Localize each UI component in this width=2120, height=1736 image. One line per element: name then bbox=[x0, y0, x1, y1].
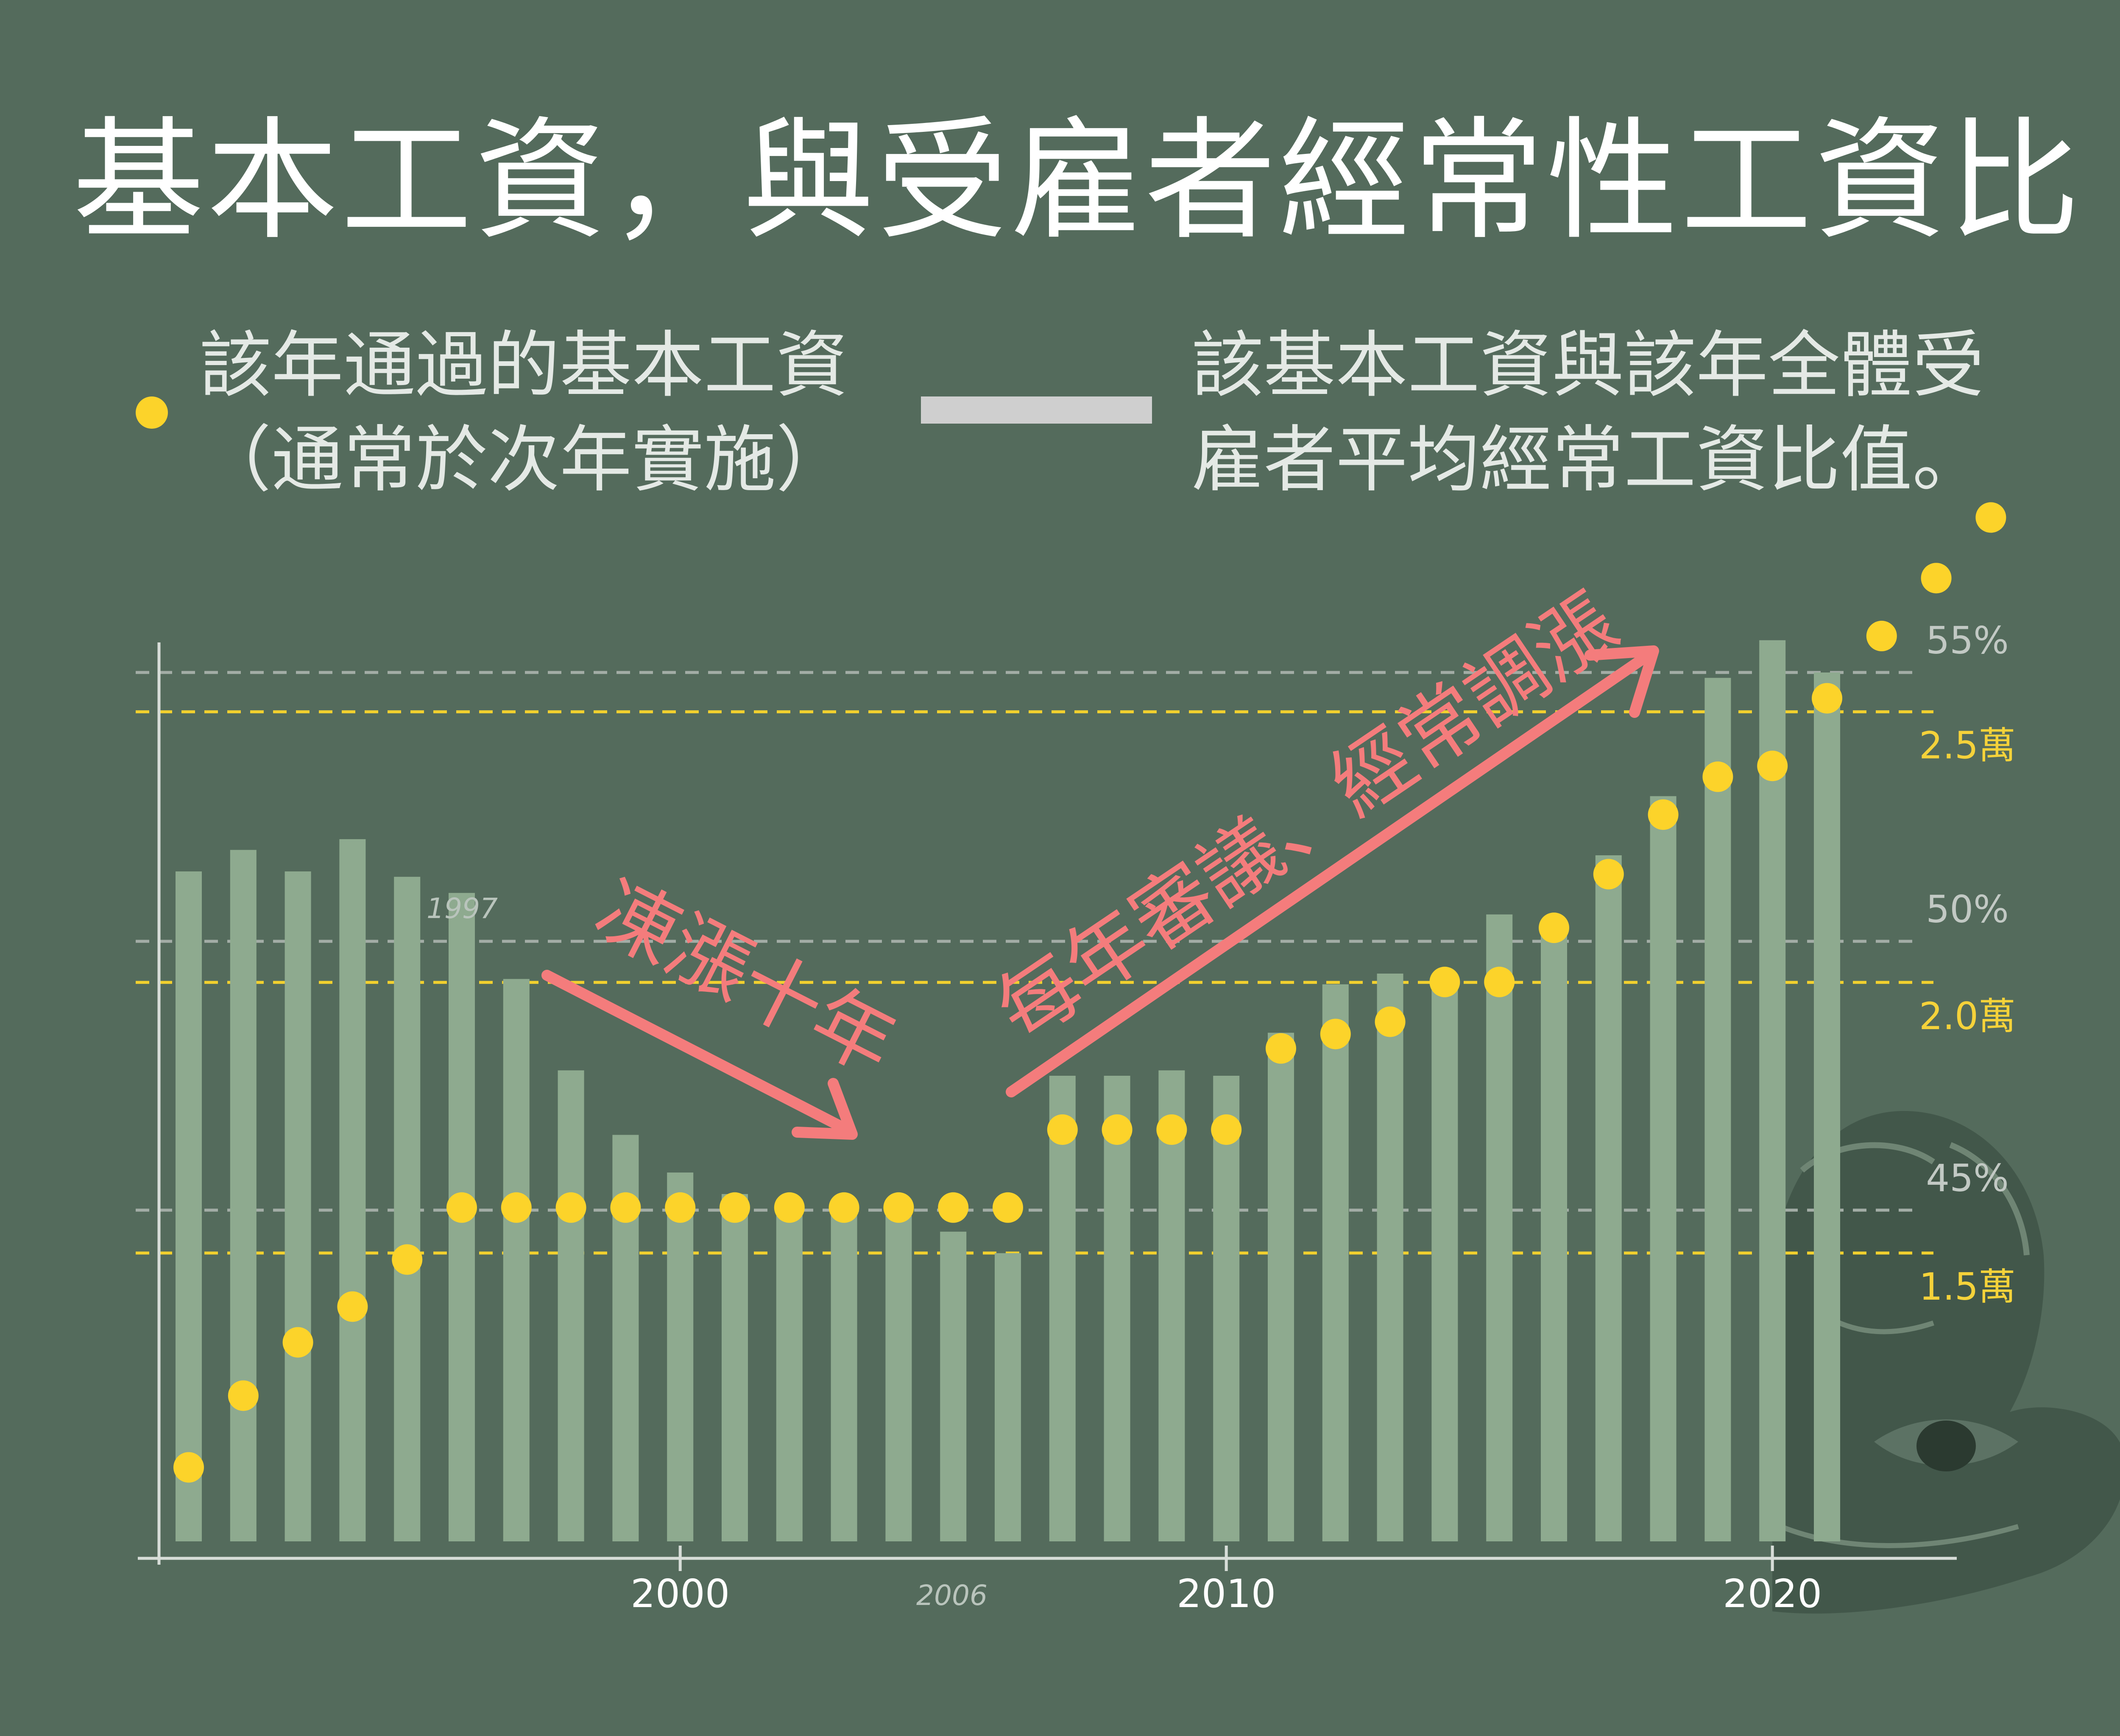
legend-bar-marker bbox=[921, 396, 1152, 424]
freeze-annotation-label: 凍漲十年 bbox=[581, 862, 911, 1092]
x-tick-label: 2010 bbox=[1177, 1571, 1276, 1616]
wage-dot bbox=[665, 1192, 696, 1223]
raise-annotation-label: 每年審議、經常調漲 bbox=[980, 576, 1634, 1059]
wage-dot bbox=[1429, 966, 1460, 997]
wage-dot bbox=[1484, 966, 1515, 997]
wage-dot bbox=[993, 1192, 1023, 1223]
raise-arrow-shaft bbox=[1006, 652, 1651, 1097]
ratio-bar bbox=[230, 850, 257, 1541]
ratio-bar bbox=[1595, 855, 1622, 1541]
legend-bar-label-line2: 雇者平均經常工資比值。 bbox=[1191, 418, 1985, 502]
wage-grid-label: 2.0萬 bbox=[1919, 994, 2016, 1038]
legend-bar-label-line1: 該基本工資與該年全體受 bbox=[1191, 324, 1985, 407]
ratio-bar bbox=[995, 1253, 1021, 1541]
ratio-bar bbox=[285, 871, 311, 1541]
ratio-bar bbox=[1268, 1033, 1294, 1541]
wage-grid-label: 2.5萬 bbox=[1919, 724, 2016, 768]
ratio-bar bbox=[1650, 796, 1676, 1541]
ratio-grid-label: 55% bbox=[1926, 619, 2009, 662]
ratio-bar bbox=[1322, 984, 1349, 1541]
ratio-bar bbox=[1049, 1075, 1076, 1541]
wage-dot bbox=[555, 1192, 586, 1223]
ratio-bar bbox=[831, 1210, 857, 1541]
x-minor-tick-label: 2006 bbox=[916, 1579, 987, 1612]
freeze-arrow-shaft bbox=[541, 970, 849, 1133]
ratio-bar bbox=[1431, 984, 1458, 1541]
wage-dot bbox=[173, 1452, 204, 1483]
ratio-bar bbox=[394, 876, 421, 1541]
ratio-bar bbox=[940, 1231, 967, 1541]
x-tick-label: 2020 bbox=[1723, 1571, 1822, 1616]
ratio-bar bbox=[667, 1172, 694, 1541]
ratio-bar bbox=[1486, 914, 1513, 1541]
legend-dot-label-line2: （通常於次年實施） bbox=[199, 418, 848, 502]
wage-dot bbox=[1047, 1114, 1078, 1145]
wage-dot bbox=[228, 1380, 259, 1411]
wage-dot bbox=[392, 1244, 423, 1275]
wage-dot bbox=[1648, 799, 1679, 830]
wage-dot bbox=[938, 1192, 969, 1223]
wage-dot bbox=[1593, 859, 1624, 890]
x-tick-label: 2000 bbox=[630, 1571, 730, 1616]
wage-dot bbox=[1921, 563, 1952, 594]
wage-dot bbox=[1156, 1114, 1187, 1145]
ratio-grid-label: 45% bbox=[1926, 1156, 2009, 1200]
ratio-bar bbox=[722, 1194, 748, 1541]
ratio-bar bbox=[1104, 1075, 1130, 1541]
x-minor-tick-label: 1997 bbox=[427, 892, 498, 925]
wage-dot bbox=[720, 1192, 750, 1223]
ratio-bar bbox=[1704, 678, 1731, 1541]
ratio-bar bbox=[885, 1215, 912, 1541]
ratio-bar bbox=[1759, 640, 1786, 1541]
chart-title: 基本工資，與受雇者經常性工資比 bbox=[73, 105, 2083, 258]
wage-dot bbox=[337, 1291, 368, 1322]
ratio-bar bbox=[1541, 925, 1567, 1541]
legend-dot-label-line1: 該年通過的基本工資 bbox=[199, 324, 848, 407]
wage-dot bbox=[1211, 1114, 1242, 1145]
freeze-arrow-head bbox=[792, 1078, 858, 1140]
wage-dot bbox=[883, 1192, 914, 1223]
decorative-eye-illustration bbox=[1772, 1111, 2120, 1614]
wage-dot bbox=[446, 1192, 477, 1223]
ratio-bar bbox=[1213, 1075, 1240, 1541]
wage-dot bbox=[1320, 1019, 1351, 1049]
wage-dot bbox=[282, 1327, 313, 1358]
ratio-bar bbox=[176, 871, 202, 1541]
wage-dot bbox=[1102, 1114, 1133, 1145]
wage-dot bbox=[1702, 761, 1733, 792]
ratio-bar bbox=[1158, 1070, 1185, 1541]
wage-dot bbox=[610, 1192, 641, 1223]
ratio-bar bbox=[503, 979, 530, 1541]
ratio-grid-label: 50% bbox=[1926, 888, 2009, 931]
wage-dot bbox=[1866, 620, 1897, 651]
wage-dot bbox=[501, 1192, 532, 1223]
wage-dot bbox=[1539, 913, 1569, 943]
wage-dot bbox=[774, 1192, 805, 1223]
wage-dot bbox=[1975, 502, 2006, 533]
ratio-bar bbox=[1814, 672, 1840, 1541]
ratio-bar bbox=[339, 839, 366, 1541]
legend-dot-marker bbox=[136, 396, 168, 429]
raise-arrow-head bbox=[1584, 645, 1659, 718]
wage-dot bbox=[1375, 1006, 1406, 1037]
wage-dot bbox=[1266, 1033, 1296, 1064]
ratio-bar bbox=[776, 1199, 803, 1541]
wage-dot bbox=[1812, 683, 1842, 714]
wage-dot bbox=[1757, 751, 1788, 781]
wage-dot bbox=[828, 1192, 859, 1223]
ratio-bar bbox=[1377, 973, 1403, 1541]
wage-grid-label: 1.5萬 bbox=[1919, 1265, 2016, 1309]
ratio-bar bbox=[558, 1070, 584, 1541]
